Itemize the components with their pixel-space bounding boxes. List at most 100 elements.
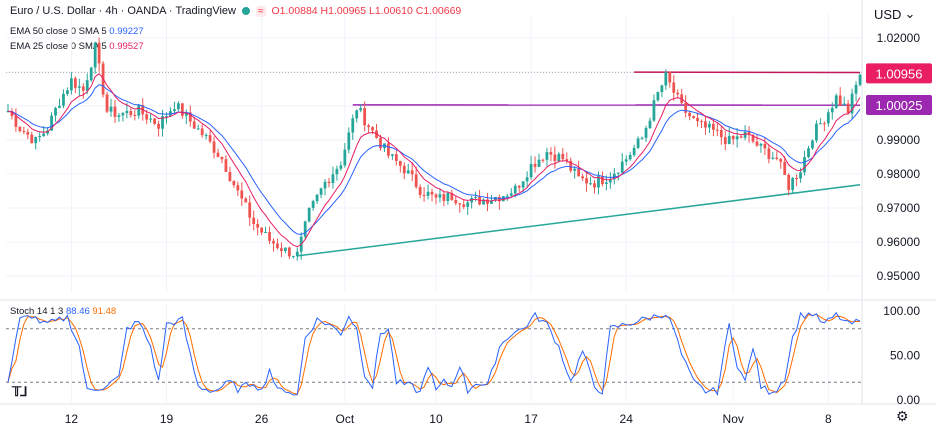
candle-body: [640, 137, 644, 139]
candles: [6, 37, 862, 261]
candle-body: [347, 132, 351, 150]
candle-body: [359, 108, 363, 111]
stoch-legend[interactable]: Stoch 14 1 3 88.46 91.48: [10, 306, 116, 317]
candle-body: [505, 195, 509, 197]
candle-body: [573, 168, 577, 171]
candle-body: [597, 176, 600, 188]
candle-body: [311, 201, 315, 208]
candle-body: [303, 221, 307, 237]
candle-body: [842, 103, 846, 106]
candle-body: [494, 197, 497, 201]
candle-body: [815, 123, 818, 141]
time-tick-label: Oct: [335, 412, 354, 426]
candle-body: [549, 152, 553, 155]
gear-icon[interactable]: ⚙: [896, 408, 909, 424]
ema50-label: EMA 50 close 0 SMA 5: [10, 26, 107, 37]
drawn-lines: [297, 71, 861, 257]
candle-body: [252, 217, 256, 224]
candle-body: [236, 185, 240, 191]
candle-body: [89, 67, 93, 81]
candle-body: [700, 121, 703, 123]
candle-body: [343, 149, 347, 166]
candle-body: [811, 140, 814, 149]
candle-body: [50, 115, 53, 131]
candle-body: [248, 202, 252, 218]
candle-body: [351, 118, 355, 133]
time-tick-label: 8: [825, 412, 832, 426]
moving-averages: [7, 73, 861, 248]
candle-body: [858, 74, 862, 85]
candle-body: [585, 178, 588, 184]
candle-body: [581, 176, 584, 179]
symbol-title[interactable]: Euro / U.S. Dollar · 4h · OANDA · Tradin…: [10, 5, 236, 17]
ema25-label: EMA 25 close 0 SMA 5: [10, 41, 107, 52]
ema50-legend[interactable]: EMA 50 close 0 SMA 5 0.99227: [10, 26, 144, 37]
candle-body: [363, 108, 367, 126]
stoch-tick-label: 50.00: [890, 349, 920, 363]
stoch-k-line: [7, 311, 861, 396]
candle-body: [561, 153, 565, 160]
candle-body: [327, 181, 331, 183]
candle-body: [280, 248, 283, 252]
wave-icon: ≈: [256, 5, 266, 17]
pane-separators: [0, 0, 936, 405]
candle-body: [830, 107, 834, 113]
candle-body: [184, 112, 188, 116]
candle-body: [632, 147, 636, 155]
price-badges: 1.00956 1.00025: [866, 63, 932, 116]
candle-body: [315, 194, 319, 202]
candle-body: [537, 159, 541, 167]
candle-body: [712, 123, 715, 130]
price-axis: 1.020001.010001.000000.990000.980000.970…: [877, 31, 921, 407]
ema25-legend[interactable]: EMA 25 close 0 SMA 5 0.99527: [10, 41, 144, 52]
candle-body: [553, 154, 557, 162]
candle-body: [14, 115, 18, 127]
candle-body: [668, 72, 672, 83]
open-value: O1.00884: [271, 5, 318, 17]
candle-body: [648, 120, 652, 129]
time-tick-label: Nov: [723, 412, 744, 426]
ascending-trendline: [297, 184, 861, 257]
price-tick-label: 0.95000: [877, 269, 921, 283]
candle-body: [272, 240, 275, 244]
candle-body: [569, 160, 573, 171]
candle-body: [109, 106, 113, 112]
ohlc-readout: O1.00884 H1.00965 L1.00610 C1.00669: [272, 5, 462, 17]
candle-body: [751, 134, 755, 142]
candle-body: [97, 42, 101, 64]
candle-body: [672, 82, 676, 93]
candle-body: [446, 192, 450, 201]
candle-body: [513, 185, 517, 194]
candle-body: [822, 123, 826, 125]
tradingview-logo-icon[interactable]: 𝕋⅃: [12, 384, 27, 399]
candle-body: [339, 165, 343, 169]
price-tick-label: 1.02000: [877, 31, 921, 45]
candle-body: [149, 118, 153, 120]
candle-body: [791, 178, 795, 190]
price-tick-label: 0.97000: [877, 201, 921, 215]
candle-body: [204, 135, 208, 137]
candle-body: [244, 198, 248, 203]
currency-selector[interactable]: USD ⌄: [874, 6, 915, 22]
time-tick-label: 26: [255, 412, 269, 426]
candle-body: [260, 227, 263, 233]
candle-body: [838, 95, 842, 106]
candle-body: [240, 190, 244, 199]
candle-body: [426, 191, 430, 196]
candle-body: [719, 130, 723, 138]
candle-body: [529, 163, 533, 178]
stoch-d-value: 91.48: [92, 306, 117, 317]
candle-body: [268, 231, 271, 241]
candle-body: [276, 243, 279, 249]
price-tick-label: 0.96000: [877, 235, 921, 249]
candle-body: [430, 191, 434, 195]
candle-body: [319, 188, 323, 195]
candle-body: [636, 138, 640, 148]
candle-body: [454, 199, 458, 204]
ema50-value: 0.99227: [109, 26, 144, 37]
candle-body: [398, 160, 402, 166]
market-open-dot-icon: [242, 7, 250, 15]
candle-body: [850, 93, 854, 114]
candle-body: [624, 159, 628, 162]
